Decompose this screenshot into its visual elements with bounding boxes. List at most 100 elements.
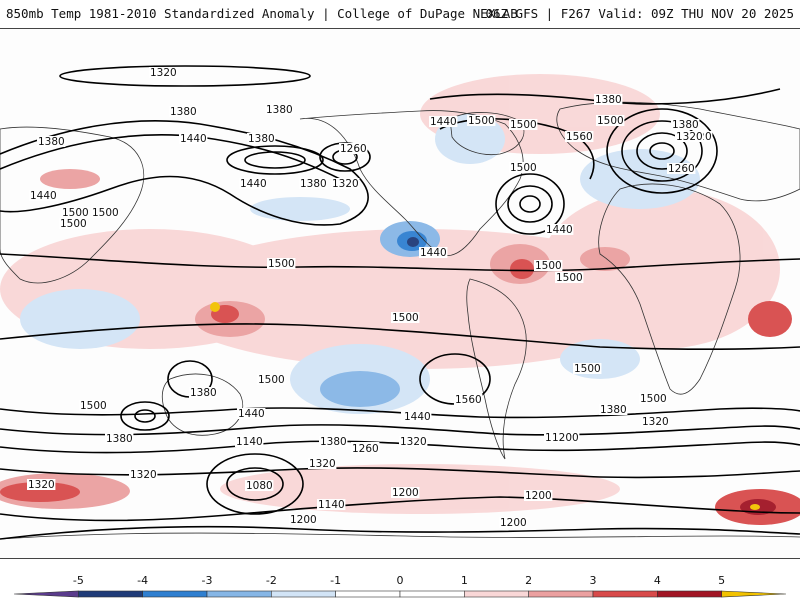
contour-label-background — [308, 458, 337, 469]
contour-label: 1260 — [340, 143, 367, 155]
contour-label-background — [169, 106, 198, 117]
contour-label: 1200 — [552, 432, 579, 444]
contour-label-background — [29, 190, 58, 201]
contour-label: 1440 — [180, 133, 207, 145]
contour-label: 1440 — [238, 408, 265, 420]
contour-label: 1380 — [595, 94, 622, 106]
contour-label-background — [534, 260, 563, 271]
contour-label: 1320 — [150, 67, 177, 79]
contour-label: 1200 — [392, 487, 419, 499]
contour-label: 1440 — [546, 224, 573, 236]
contour-label: 1260 — [668, 163, 695, 175]
contour-label: 1140 — [236, 436, 263, 448]
contour-label: 1320 — [309, 458, 336, 470]
contour-label-background — [317, 499, 346, 510]
contour-line — [134, 409, 156, 423]
contour-label-background — [235, 436, 264, 447]
contour-label: 1500 — [80, 400, 107, 412]
contour-label-background — [509, 119, 538, 130]
colorbar-swatch — [335, 590, 401, 598]
colorbar-legend: -5 -4 -3 -2 -1 0 1 2 3 4 5 — [0, 570, 800, 600]
contour-label-background — [391, 312, 420, 323]
contour-label: 1440 — [30, 190, 57, 202]
contour-label-background — [267, 258, 296, 269]
contour-label-background — [667, 163, 696, 174]
contour-label-background — [641, 416, 670, 427]
contour-label: 1200 — [525, 490, 552, 502]
colorbar-swatch — [592, 590, 658, 598]
contour-line — [0, 424, 800, 436]
contour-label: 1500 — [60, 218, 87, 230]
colorbar-tick-label: 5 — [718, 574, 725, 587]
colorbar-swatch — [399, 590, 465, 598]
contour-line — [0, 496, 800, 522]
colorbar-swatches — [13, 590, 787, 598]
contour-label: 1500 — [392, 312, 419, 324]
contour-label: 1380 — [38, 136, 65, 148]
contour-label: 1500 — [92, 207, 119, 219]
cold-anomaly-area — [20, 289, 140, 349]
contour-label-background — [265, 104, 294, 115]
colorbar-swatch — [206, 590, 272, 598]
colorbar-swatch — [78, 590, 143, 598]
colorbar-tick-label: 2 — [525, 574, 532, 587]
contour-label: 1380 — [320, 436, 347, 448]
contour-label: 1140 — [318, 499, 345, 511]
contour-label: 1500 — [597, 115, 624, 127]
contour-line — [244, 151, 306, 169]
contour-label-background — [565, 131, 594, 142]
contour-label: 1500 — [574, 363, 601, 375]
contour-label-background — [239, 178, 268, 189]
cold-anomaly-area — [250, 197, 350, 221]
contour-label-background — [79, 400, 108, 411]
contour-line — [0, 323, 800, 351]
contour-label-background — [105, 433, 134, 444]
colorbar-swatch — [464, 590, 529, 598]
australia-outline — [161, 373, 244, 436]
contour-label: 1200 — [500, 517, 527, 529]
colorbar-canvas: -5 -4 -3 -2 -1 0 1 2 3 4 5 — [13, 574, 787, 598]
warm-anomaly-area — [0, 482, 80, 502]
africa-outline — [598, 183, 741, 395]
south-america-outline — [466, 278, 527, 460]
contour-label: 1380 — [266, 104, 293, 116]
contour-label: 1380 — [106, 433, 133, 445]
warm-anomaly-area — [40, 169, 100, 189]
colorbar-ticks: -5 -4 -3 -2 -1 0 1 2 3 4 5 — [73, 574, 725, 587]
contour-label: 1440 — [430, 116, 457, 128]
colorbar-tick-label: -5 — [73, 574, 84, 587]
contour-label: 1380 — [170, 106, 197, 118]
contour-line — [59, 65, 311, 87]
eurasia-outline — [556, 101, 800, 202]
contour-label-background — [189, 387, 218, 398]
contour-label: 1440 — [420, 247, 447, 259]
contour-label: 1500 — [510, 119, 537, 131]
asia-outline — [0, 126, 145, 284]
contour-label: 1320 — [676, 131, 703, 143]
colorbar-tick-label: 1 — [461, 574, 468, 587]
contour-line — [226, 145, 324, 175]
contour-label-background — [59, 218, 88, 229]
contour-line — [0, 120, 369, 226]
contour-value-labels: 1320 1380 1440 1380 1440 1380 1260 1500 1440 1320… — [27, 67, 713, 529]
contour-label: 1500 — [268, 258, 295, 270]
contour-label-background — [299, 178, 328, 189]
greenland-outline — [449, 112, 525, 156]
contour-label: 1500 — [535, 260, 562, 272]
contour-label: 1440 — [240, 178, 267, 190]
contour-line — [507, 185, 553, 223]
contour-label: 1200 — [290, 514, 317, 526]
warm-anomaly-area — [220, 464, 620, 514]
warm-anomaly-area — [510, 259, 534, 279]
contour-label-background — [551, 432, 580, 443]
run-valid-time: 06Z GFS | F267 Valid: 09Z THU NOV 20 202… — [485, 6, 794, 21]
contour-label-background — [149, 67, 178, 78]
contour-label-background — [245, 480, 274, 491]
contour-label: 1560 — [566, 131, 593, 143]
north-america-outline — [299, 110, 524, 256]
contour-label-background — [545, 224, 574, 235]
contour-label-background — [289, 514, 318, 525]
contour-label-background — [509, 162, 538, 173]
warm-anomaly-area — [210, 302, 220, 312]
cold-anomaly-area — [320, 371, 400, 407]
